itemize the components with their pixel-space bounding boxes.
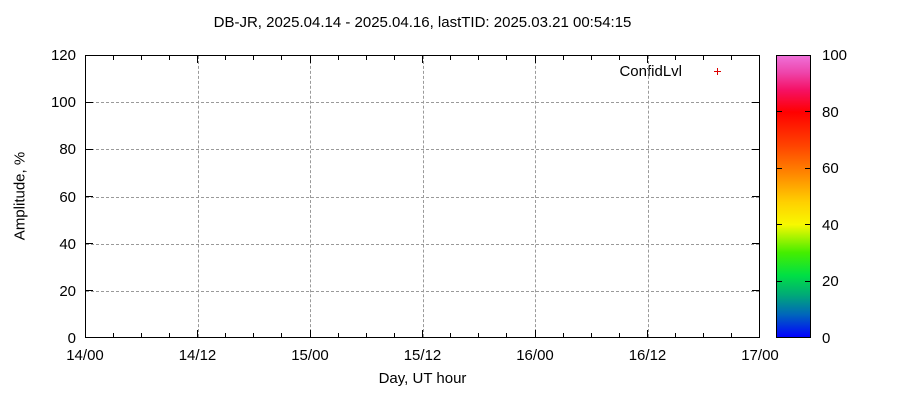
legend-label-confidlvl: ConfidLvl — [619, 63, 682, 80]
x-gridline — [197, 56, 199, 337]
x-gridline — [310, 56, 311, 337]
x-minor-tick-bottom — [112, 333, 114, 337]
y-major-tick-left — [86, 196, 93, 197]
x-tick-label: 17/00 — [741, 347, 779, 364]
x-major-tick-bottom — [197, 330, 198, 337]
x-minor-tick-bottom — [590, 333, 592, 337]
colorbar-tick-left — [777, 167, 782, 169]
colorbar-tick-label: 40 — [822, 216, 839, 234]
x-minor-tick-top — [337, 56, 339, 60]
x-minor-tick-top — [478, 56, 480, 60]
x-minor-tick-top — [675, 56, 677, 60]
colorbar-tick-label: 60 — [822, 160, 839, 178]
y-tick-label: 40 — [59, 235, 76, 253]
x-minor-tick-bottom — [168, 333, 170, 337]
colorbar-tick-label: 20 — [822, 273, 839, 291]
y-major-tick-right — [752, 196, 759, 197]
x-minor-tick-bottom — [281, 333, 283, 337]
x-tick-label: 14/12 — [178, 347, 217, 364]
colorbar-gradient — [776, 55, 811, 338]
colorbar-tick-label: 100 — [822, 47, 848, 64]
colorbar-tick-right — [805, 224, 810, 226]
x-major-tick-bottom — [309, 330, 311, 337]
x-minor-tick-top — [731, 56, 733, 60]
x-minor-tick-top — [703, 56, 705, 60]
y-major-tick-left — [86, 148, 93, 150]
colorbar-tick-right — [805, 280, 810, 282]
x-minor-tick-top — [506, 56, 508, 60]
x-minor-tick-bottom — [337, 333, 339, 337]
x-minor-tick-bottom — [393, 333, 395, 337]
colorbar-tick-right — [805, 167, 810, 169]
x-minor-tick-top — [365, 56, 367, 60]
x-major-tick-top — [647, 56, 648, 63]
y-major-tick-right — [752, 290, 759, 292]
x-minor-tick-bottom — [478, 333, 480, 337]
x-major-tick-top — [197, 56, 198, 63]
x-minor-tick-bottom — [140, 333, 142, 337]
y-major-tick-right — [752, 148, 759, 150]
x-major-tick-top — [534, 56, 536, 63]
x-minor-tick-bottom — [675, 333, 677, 337]
x-tick-label: 14/00 — [66, 347, 104, 364]
x-minor-tick-top — [590, 56, 592, 60]
y-major-tick-right — [752, 243, 759, 245]
x-minor-tick-bottom — [365, 333, 367, 337]
y-tick-label: 0 — [67, 330, 76, 347]
x-major-tick-top — [309, 56, 311, 63]
x-minor-tick-top — [140, 56, 142, 60]
colorbar-tick-label: 80 — [822, 103, 839, 121]
x-tick-label: 16/00 — [516, 347, 554, 364]
x-minor-tick-top — [618, 56, 620, 60]
y-major-tick-left — [86, 290, 93, 292]
y-tick-label: 100 — [50, 94, 76, 112]
x-minor-tick-bottom — [562, 333, 564, 337]
x-minor-tick-bottom — [253, 333, 255, 337]
x-minor-tick-bottom — [618, 333, 620, 337]
y-major-tick-right — [752, 101, 759, 103]
x-minor-tick-top — [450, 56, 452, 60]
x-minor-tick-top — [253, 56, 255, 60]
x-major-tick-top — [422, 56, 423, 63]
x-minor-tick-top — [225, 56, 227, 60]
x-minor-tick-top — [562, 56, 564, 60]
y-major-tick-left — [86, 101, 93, 103]
x-gridline — [535, 56, 536, 337]
x-tick-label: 16/12 — [628, 347, 667, 364]
x-minor-tick-top — [393, 56, 395, 60]
y-major-tick-left — [86, 243, 93, 245]
x-major-tick-bottom — [647, 330, 648, 337]
colorbar-tick-left — [777, 111, 782, 113]
x-tick-label: 15/00 — [291, 347, 329, 364]
x-major-tick-bottom — [534, 330, 536, 337]
x-minor-tick-top — [112, 56, 114, 60]
x-gridline — [422, 56, 424, 337]
x-minor-tick-bottom — [450, 333, 452, 337]
colorbar-tick-left — [777, 224, 782, 226]
chart-title: DB-JR, 2025.04.14 - 2025.04.16, lastTID:… — [213, 14, 632, 31]
x-minor-tick-bottom — [506, 333, 508, 337]
y-tick-label: 80 — [59, 141, 76, 159]
x-minor-tick-bottom — [225, 333, 227, 337]
y-tick-label: 20 — [59, 282, 76, 300]
colorbar-tick-label: 0 — [822, 330, 831, 347]
y-tick-label: 60 — [59, 188, 76, 206]
x-minor-tick-top — [281, 56, 283, 60]
y-tick-label: 120 — [50, 47, 76, 64]
x-major-tick-bottom — [422, 330, 423, 337]
x-gridline — [647, 56, 649, 337]
x-minor-tick-bottom — [731, 333, 733, 337]
x-minor-tick-bottom — [703, 333, 705, 337]
legend-plus-marker-icon — [716, 67, 719, 75]
x-axis-title: Day, UT hour — [378, 370, 467, 387]
x-tick-label: 15/12 — [403, 347, 442, 364]
x-minor-tick-top — [168, 56, 170, 60]
colorbar-tick-right — [805, 111, 810, 113]
colorbar-tick-left — [777, 280, 782, 282]
